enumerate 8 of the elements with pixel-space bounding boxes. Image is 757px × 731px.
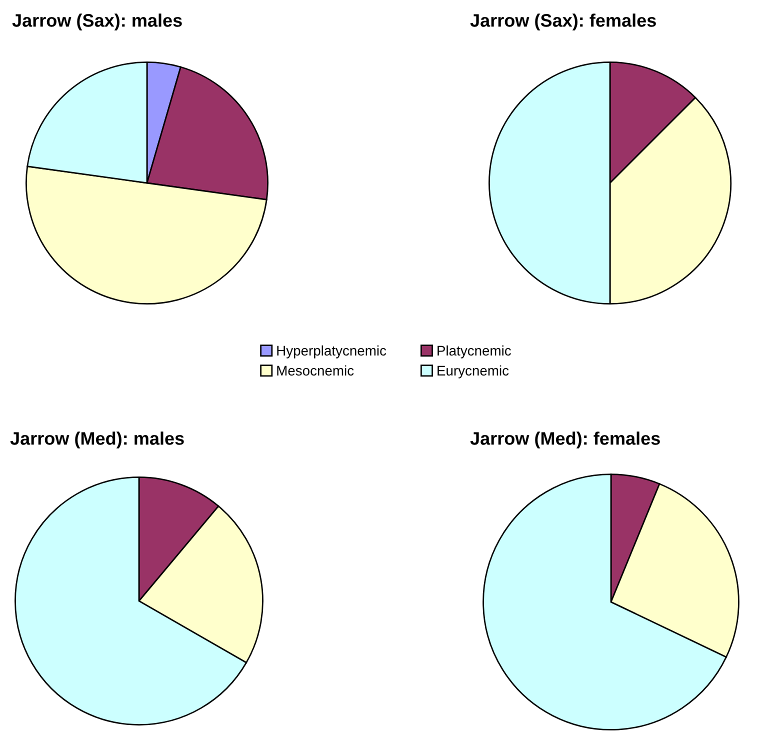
legend-label: Platycnemic (438, 345, 511, 358)
legend-label: Hyperplatycnemic (277, 345, 386, 358)
legend-label: Mesocnemic (277, 365, 354, 376)
chart-title: Jarrow (Med): males (10, 432, 184, 448)
chart-title: Jarrow (Med): females (470, 432, 660, 448)
chart-title: Jarrow (Sax): males (12, 14, 182, 30)
chart-title: Jarrow (Sax): females (470, 14, 656, 30)
legend-label: Eurycnemic (438, 365, 509, 378)
